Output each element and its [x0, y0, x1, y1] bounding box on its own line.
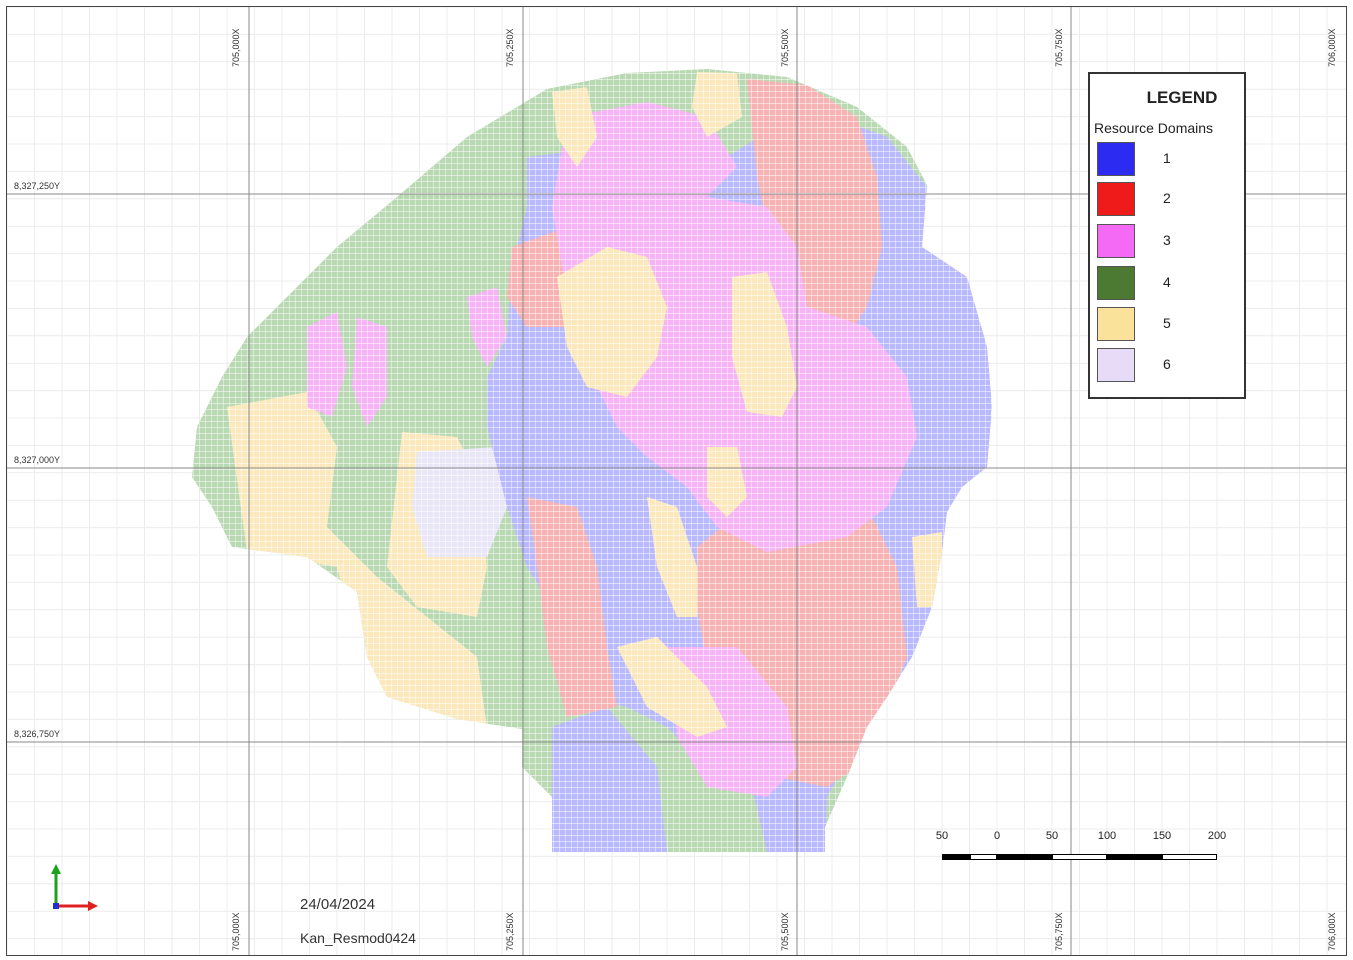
- scale-segment: [1052, 854, 1107, 860]
- legend-subtitle: Resource Domains: [1094, 120, 1214, 136]
- model-name-label: Kan_Resmod0424: [300, 930, 416, 946]
- x-coord-label-top: 705,750X: [1054, 28, 1064, 67]
- legend-item: 1: [1097, 142, 1237, 178]
- legend: LEGEND Resource Domains 1 2 3 4 5 6: [1088, 72, 1246, 399]
- scale-segment: [997, 854, 1052, 860]
- legend-label: 6: [1163, 356, 1171, 372]
- scale-tick-label: 150: [1152, 830, 1172, 842]
- y-coord-label: 8,326,750Y: [14, 729, 61, 739]
- scale-segment: [942, 854, 970, 860]
- x-coord-label-top: 706,000X: [1327, 28, 1337, 67]
- scale-tick-label: 0: [993, 830, 1001, 842]
- scale-tick-label: 50: [935, 830, 949, 842]
- x-coord-label-bottom: 706,000X: [1327, 912, 1337, 951]
- x-coord-label-bottom: 705,250X: [505, 912, 515, 951]
- x-coord-label-top: 705,250X: [505, 28, 515, 67]
- legend-swatch: [1097, 266, 1135, 300]
- legend-label: 1: [1163, 150, 1171, 166]
- legend-item: 6: [1097, 348, 1237, 384]
- date-label: 24/04/2024: [300, 896, 376, 913]
- x-coord-label-top: 705,500X: [780, 28, 790, 67]
- scale-bar: 50 0 50 100 150 200: [936, 830, 1236, 870]
- legend-item: 4: [1097, 266, 1237, 302]
- legend-swatch: [1097, 307, 1135, 341]
- y-coord-label: 8,327,250Y: [14, 181, 61, 191]
- x-coord-label-bottom: 705,750X: [1054, 912, 1064, 951]
- legend-label: 3: [1163, 232, 1171, 248]
- scale-tick-label: 100: [1097, 830, 1117, 842]
- axis-triad-icon: [51, 864, 98, 911]
- legend-swatch: [1097, 142, 1135, 176]
- legend-swatch: [1097, 224, 1135, 258]
- domain-blocks: [192, 69, 992, 852]
- legend-swatch: [1097, 182, 1135, 216]
- scale-tick-label: 50: [1045, 830, 1059, 842]
- block-grid-overlay: [192, 69, 992, 852]
- scale-tick-label: 200: [1207, 830, 1227, 842]
- legend-item: 2: [1097, 182, 1237, 218]
- x-coord-label-bottom: 705,500X: [780, 912, 790, 951]
- y-coord-label: 8,327,000Y: [14, 455, 61, 465]
- legend-label: 4: [1163, 274, 1171, 290]
- x-coord-label-top: 705,000X: [231, 28, 241, 67]
- legend-swatch: [1097, 348, 1135, 382]
- scale-segment: [1107, 854, 1162, 860]
- block-model-map: [7, 7, 1346, 955]
- legend-label: 5: [1163, 315, 1171, 331]
- x-coord-label-bottom: 705,000X: [231, 912, 241, 951]
- legend-item: 3: [1097, 224, 1237, 260]
- scale-segment: [970, 854, 997, 860]
- legend-item: 5: [1097, 307, 1237, 343]
- scale-segment: [1162, 854, 1217, 860]
- legend-title: LEGEND: [1146, 88, 1218, 107]
- legend-label: 2: [1163, 190, 1171, 206]
